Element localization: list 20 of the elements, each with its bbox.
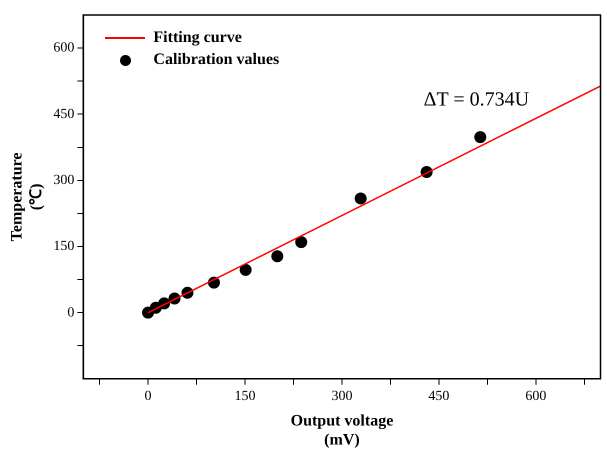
x-tick-label: 450 [428, 388, 450, 404]
point [271, 250, 284, 262]
point [354, 192, 367, 204]
legend-label: Calibration values [153, 51, 280, 69]
x-tick-label: 300 [331, 388, 352, 404]
y-axis-title: Temperature (℃) [8, 152, 45, 242]
y-tick-label: 600 [53, 40, 74, 56]
x-tick-label: 0 [144, 388, 152, 404]
point [295, 236, 308, 248]
x-axis-title: Output voltage (mV) [290, 412, 394, 449]
x-tick-label: 600 [525, 388, 546, 404]
point [240, 264, 252, 276]
point [474, 131, 486, 144]
y-tick-label: 0 [67, 305, 74, 320]
legend-label: Fitting curve [153, 29, 242, 47]
x-tick-label: 150 [234, 388, 256, 404]
y-tick-label: 300 [53, 173, 74, 188]
annotation: ΔT = 0.734U [424, 88, 530, 111]
y-tick-label: 150 [53, 239, 74, 254]
y-tick-label: 450 [53, 106, 74, 122]
